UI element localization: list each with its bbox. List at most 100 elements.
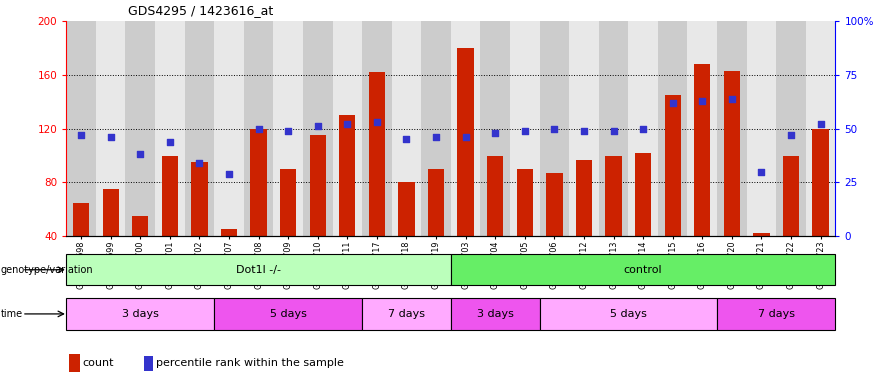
Bar	[309, 135, 326, 236]
Point	[252, 126, 266, 132]
Text: 5 days: 5 days	[270, 309, 307, 319]
Point	[636, 126, 651, 132]
Bar	[812, 129, 828, 236]
Bar	[539, 21, 569, 236]
Bar	[66, 21, 95, 236]
Text: genotype/variation: genotype/variation	[1, 265, 94, 275]
Point	[518, 128, 532, 134]
Bar	[717, 21, 747, 236]
Bar	[369, 72, 385, 236]
Text: 7 days: 7 days	[388, 309, 425, 319]
Bar	[806, 21, 835, 236]
Bar	[132, 216, 149, 236]
Bar	[250, 129, 267, 236]
Point	[813, 121, 827, 127]
Bar	[422, 21, 451, 236]
Bar	[69, 354, 80, 372]
Bar	[688, 21, 717, 236]
Bar	[480, 21, 510, 236]
Point	[666, 100, 680, 106]
Text: 3 days: 3 days	[476, 309, 514, 319]
Bar	[332, 21, 362, 236]
Bar	[214, 298, 362, 329]
Text: percentile rank within the sample: percentile rank within the sample	[156, 358, 344, 368]
Bar	[95, 21, 126, 236]
Bar	[546, 173, 562, 236]
Point	[606, 128, 621, 134]
Bar	[428, 169, 444, 236]
Bar	[569, 21, 598, 236]
Bar	[339, 115, 355, 236]
Bar	[144, 356, 153, 371]
Text: Dot1l -/-: Dot1l -/-	[236, 265, 281, 275]
Bar	[575, 160, 592, 236]
Point	[310, 123, 324, 129]
Point	[459, 134, 473, 140]
Point	[725, 96, 739, 102]
Point	[784, 132, 798, 138]
Point	[400, 136, 414, 142]
Bar	[73, 203, 89, 236]
Text: control: control	[624, 265, 662, 275]
Point	[577, 128, 591, 134]
Bar	[221, 229, 237, 236]
Point	[429, 134, 443, 140]
Bar	[724, 71, 740, 236]
Bar	[658, 21, 688, 236]
Point	[488, 130, 502, 136]
Bar	[665, 95, 681, 236]
Bar	[487, 156, 503, 236]
Bar	[776, 21, 806, 236]
Bar	[162, 156, 178, 236]
Bar	[516, 169, 533, 236]
Bar	[510, 21, 539, 236]
Bar	[717, 298, 835, 329]
Text: GDS4295 / 1423616_at: GDS4295 / 1423616_at	[128, 4, 273, 17]
Text: 5 days: 5 days	[610, 309, 647, 319]
Bar	[539, 298, 717, 329]
Bar	[451, 21, 480, 236]
Bar	[458, 48, 474, 236]
Point	[340, 121, 354, 127]
Bar	[103, 189, 118, 236]
Bar	[451, 298, 539, 329]
Bar	[362, 298, 451, 329]
Text: 3 days: 3 days	[122, 309, 159, 319]
Bar	[694, 64, 711, 236]
Point	[133, 151, 148, 157]
Text: 7 days: 7 days	[758, 309, 795, 319]
Bar	[191, 162, 208, 236]
Bar	[606, 156, 621, 236]
Text: time: time	[1, 309, 23, 319]
Bar	[126, 21, 155, 236]
Bar	[244, 21, 273, 236]
Point	[222, 171, 236, 177]
Bar	[598, 21, 629, 236]
Bar	[747, 21, 776, 236]
Bar	[155, 21, 185, 236]
Bar	[280, 169, 296, 236]
Bar	[214, 21, 244, 236]
Bar	[392, 21, 422, 236]
Point	[163, 139, 177, 145]
Bar	[362, 21, 392, 236]
Bar	[451, 254, 835, 285]
Bar	[629, 21, 658, 236]
Bar	[66, 254, 451, 285]
Point	[370, 119, 384, 125]
Point	[281, 128, 295, 134]
Bar	[185, 21, 214, 236]
Bar	[753, 233, 770, 236]
Bar	[635, 153, 652, 236]
Bar	[66, 298, 214, 329]
Bar	[399, 182, 415, 236]
Bar	[783, 156, 799, 236]
Bar	[273, 21, 303, 236]
Point	[754, 169, 768, 175]
Point	[74, 132, 88, 138]
Bar	[303, 21, 332, 236]
Point	[193, 160, 207, 166]
Text: count: count	[83, 358, 114, 368]
Point	[103, 134, 118, 140]
Point	[547, 126, 561, 132]
